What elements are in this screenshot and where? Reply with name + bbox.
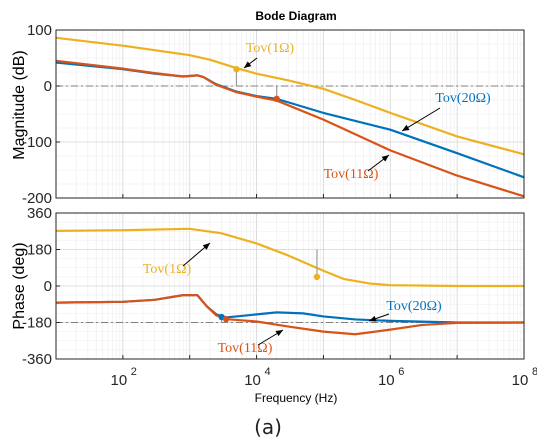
y-tick-label: -180: [22, 315, 52, 332]
phase-axes: 360 180 0 -180 -360: [22, 205, 525, 368]
data-marker: [222, 315, 230, 323]
x-tick-label: 10: [512, 372, 529, 389]
annotation-arrow-head: [402, 124, 410, 131]
x-tick-label: 10: [244, 372, 261, 389]
phase-series: Tov(1Ω) Tov(20Ω) Tov(11Ω): [55, 227, 525, 356]
magnitude-axes: 100 0 -100 -200: [22, 22, 525, 207]
y-tick-label: 100: [27, 22, 52, 39]
series-line: [55, 294, 525, 336]
annotation-arrow-head: [202, 243, 210, 250]
y-tick-label: -200: [22, 190, 52, 207]
x-tick-exponent: 4: [265, 366, 271, 378]
series-line: [55, 227, 524, 288]
figure-caption: (a): [254, 415, 282, 439]
series-annotation: Tov(11Ω): [218, 341, 273, 356]
y-tick-label: 0: [44, 278, 52, 295]
phase-y-axis-label: Phase (deg): [11, 242, 28, 329]
y-tick-label: 0: [44, 78, 52, 95]
chart-title: Bode Diagram: [255, 9, 336, 23]
annotation-arrow-head: [369, 315, 377, 322]
y-tick-label: 360: [27, 205, 52, 222]
data-marker: [273, 95, 280, 103]
series-line: [55, 59, 525, 198]
series-annotation: Tov(20Ω): [435, 91, 491, 106]
series-annotation: Tov(1Ω): [143, 262, 192, 277]
magnitude-y-axis-label: Magnitude (dB): [11, 50, 28, 159]
x-tick-label: 10: [378, 372, 395, 389]
annotation-arrow-head: [244, 61, 252, 68]
x-tick-label: 10: [111, 372, 128, 389]
axes-box: [55, 29, 525, 199]
data-marker: [313, 273, 321, 281]
series-annotation: Tov(20Ω): [386, 299, 442, 314]
annotation-arrow-shaft: [401, 107, 441, 132]
magnitude-grid: [55, 29, 525, 199]
y-tick-label: -360: [22, 351, 52, 368]
series-line: [55, 36, 525, 156]
x-tick-exponent: 8: [532, 366, 537, 378]
x-tick-exponent: 6: [398, 366, 404, 378]
data-marker: [233, 66, 240, 73]
y-tick-label: 180: [27, 242, 52, 259]
series-annotation: Tov(1Ω): [246, 41, 295, 56]
x-axis-label: Frequency (Hz): [255, 391, 338, 405]
x-tick-exponent: 2: [131, 366, 137, 378]
x-tick-labels: 10 2 10 4 10 6 10 8: [111, 366, 537, 389]
magnitude-series: Tov(1Ω) Tov(20Ω) Tov(11Ω): [55, 36, 525, 198]
annotation-arrow-head: [275, 330, 283, 337]
y-tick-label: -100: [22, 134, 52, 151]
annotation-arrow-head: [381, 155, 389, 162]
series-annotation: Tov(11Ω): [324, 167, 379, 182]
